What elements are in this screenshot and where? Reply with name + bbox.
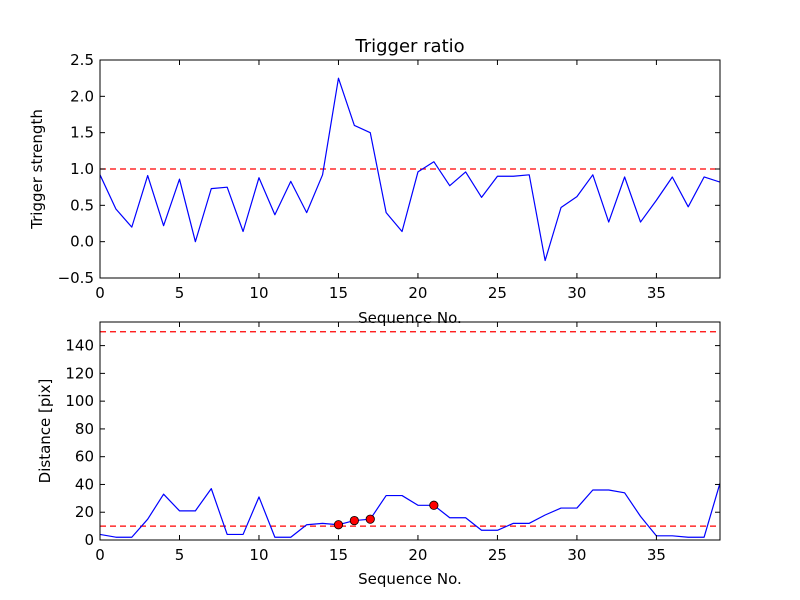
distance-y-tick-label: 80 <box>75 420 94 438</box>
trigger-y-tick-label: 2.5 <box>70 51 94 69</box>
trigger-x-tick-label: 35 <box>647 284 666 302</box>
distance-y-tick-label: 40 <box>75 475 94 493</box>
trigger-ratio-xlabel: Sequence No. <box>358 309 462 327</box>
trigger-y-tick-label: 1.5 <box>70 124 94 142</box>
trigger-ratio-title: Trigger ratio <box>354 36 464 57</box>
distance-x-tick-label: 25 <box>488 546 507 564</box>
distance-series-line <box>100 482 720 538</box>
distance-xlabel: Sequence No. <box>358 570 462 588</box>
trigger-x-tick-label: 20 <box>408 284 427 302</box>
distance-y-tick-label: 120 <box>65 364 94 382</box>
trigger-x-tick-label: 10 <box>249 284 268 302</box>
distance-data-marker <box>429 500 439 510</box>
distance-y-tick-label: 60 <box>75 448 94 466</box>
distance-x-tick-label: 20 <box>408 546 427 564</box>
distance-data-marker <box>365 514 375 524</box>
trigger-y-tick-label: 1.0 <box>70 160 94 178</box>
distance-x-tick-label: 15 <box>329 546 348 564</box>
distance-y-tick-label: 20 <box>75 503 94 521</box>
distance-x-tick-label: 30 <box>567 546 586 564</box>
distance-x-tick-label: 35 <box>647 546 666 564</box>
trigger-series-line <box>100 77 720 262</box>
distance-x-tick-label: 0 <box>95 546 105 564</box>
trigger-x-tick-label: 15 <box>329 284 348 302</box>
distance-y-tick-label: 0 <box>84 531 94 549</box>
trigger-y-tick-label: 0.0 <box>70 233 94 251</box>
distance-data-marker <box>333 520 344 530</box>
distance-plot: Sequence No. Distance [pix] 0 5 10 15 20 25 30… <box>36 321 721 588</box>
distance-x-tick-label: 5 <box>175 546 185 564</box>
distance-axes-frame <box>99 321 721 541</box>
trigger-ratio-ylabel: Trigger strength <box>28 109 46 230</box>
distance-y-tick-label: 140 <box>65 337 94 355</box>
trigger-x-tick-label: 30 <box>567 284 586 302</box>
distance-x-tick-label: 10 <box>249 546 268 564</box>
distance-y-tick-label: 100 <box>65 392 94 410</box>
trigger-ratio-plot: Trigger ratio Sequence No. Trigger stren… <box>28 36 721 327</box>
distance-data-marker <box>349 515 359 526</box>
trigger-y-tick-label: −0.5 <box>58 269 94 287</box>
distance-ylabel: Distance [pix] <box>36 379 54 484</box>
trigger-x-tick-label: 25 <box>488 284 507 302</box>
trigger-x-tick-label: 5 <box>175 284 185 302</box>
trigger-y-tick-label: 0.5 <box>70 196 94 214</box>
trigger-y-tick-label: 2.0 <box>70 87 94 105</box>
trigger-x-tick-label: 0 <box>95 284 105 302</box>
